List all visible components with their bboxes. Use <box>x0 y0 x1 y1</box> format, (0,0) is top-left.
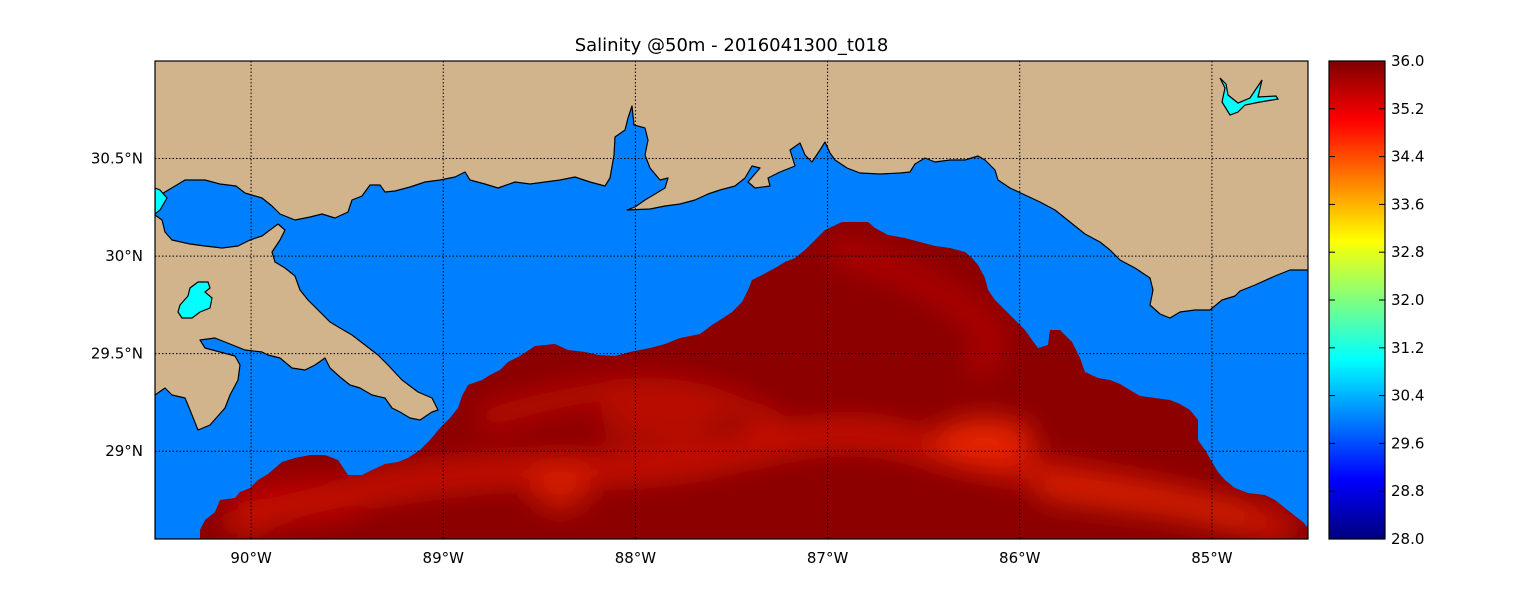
lake-left-edge <box>155 187 168 215</box>
colorbar-tick-label: 28.8 <box>1391 482 1424 500</box>
longitude-axis: 90°W 89°W 88°W 87°W 86°W 85°W <box>230 549 1232 567</box>
lat-tick-label: 30°N <box>105 247 143 265</box>
gridlines <box>155 61 1308 539</box>
colorbar-tick-label: 30.4 <box>1391 387 1424 405</box>
colorbar <box>1328 60 1386 540</box>
latitude-axis: 29°N 29.5°N 30°N 30.5°N <box>91 150 143 461</box>
lon-tick-label: 89°W <box>423 549 465 567</box>
lon-tick-label: 87°W <box>807 549 849 567</box>
lon-tick-label: 86°W <box>999 549 1041 567</box>
colorbar-tick-label: 28.0 <box>1391 530 1424 548</box>
colorbar-tick-label: 31.2 <box>1391 339 1424 357</box>
lat-tick-label: 29.5°N <box>91 345 143 363</box>
map-title: Salinity @50m - 2016041300_t018 <box>574 35 889 56</box>
colorbar-tick-label: 32.0 <box>1391 291 1424 309</box>
colorbar-tick-label: 29.6 <box>1391 434 1424 452</box>
salinity-eddies <box>225 238 1294 539</box>
colorbar-tick-label: 36.0 <box>1391 52 1424 70</box>
colorbar-ticks: 28.0 28.8 29.6 30.4 31.2 32.0 32.8 33.6 34.4 35.2… <box>1329 52 1424 548</box>
lake-louisiana <box>177 281 213 319</box>
colorbar-tick-label: 35.2 <box>1391 100 1424 118</box>
lat-tick-label: 29°N <box>105 442 143 460</box>
colorbar-tick-label: 34.4 <box>1391 148 1424 166</box>
map-frame <box>154 60 1309 540</box>
lon-tick-label: 85°W <box>1191 549 1233 567</box>
map-plot-area <box>155 61 1308 539</box>
lon-tick-label: 88°W <box>615 549 657 567</box>
lon-tick-label: 90°W <box>230 549 272 567</box>
lake-florida <box>1219 77 1280 116</box>
colorbar-tick-label: 33.6 <box>1391 195 1424 213</box>
colorbar-tick-label: 32.8 <box>1391 243 1424 261</box>
lat-tick-label: 30.5°N <box>91 150 143 168</box>
